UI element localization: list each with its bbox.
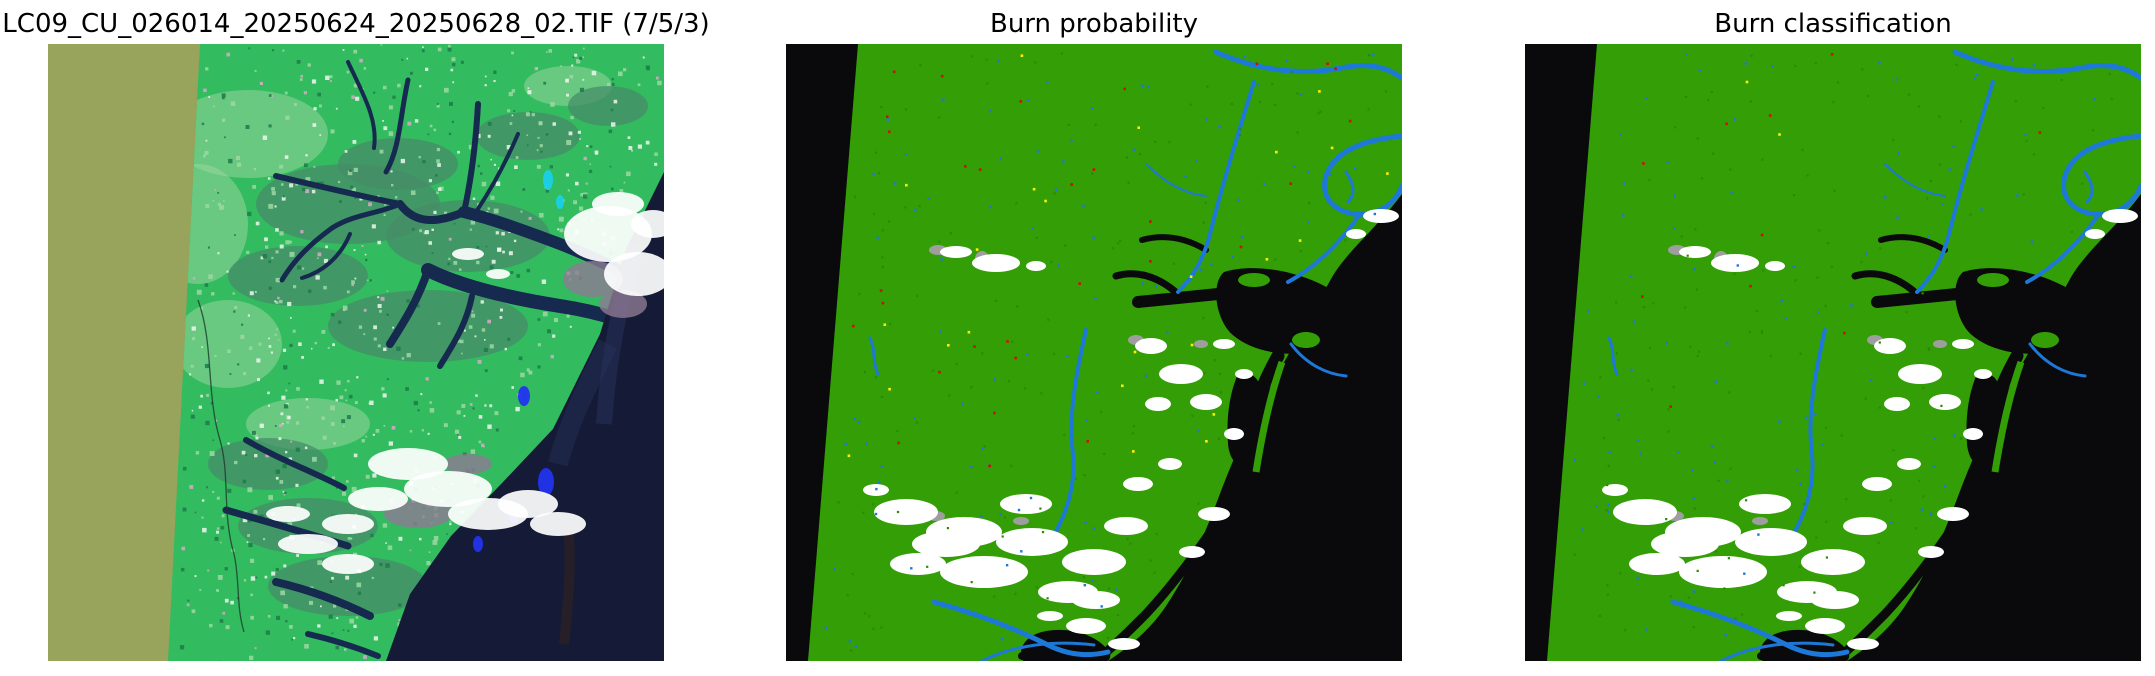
burn-classification-raster <box>1525 44 2141 661</box>
landsat-false-color-image <box>48 44 664 661</box>
burn-probability-raster <box>786 44 1402 661</box>
panel-title-false-color: LC09_CU_026014_20250624_20250628_02.TIF … <box>2 9 710 39</box>
panel-burn-classification <box>1525 44 2141 661</box>
panel-title-burn-classification: Burn classification <box>1714 9 1952 39</box>
panel-burn-probability <box>786 44 1402 661</box>
panel-false-color-composite <box>48 44 664 661</box>
panel-title-burn-probability: Burn probability <box>989 9 1199 39</box>
